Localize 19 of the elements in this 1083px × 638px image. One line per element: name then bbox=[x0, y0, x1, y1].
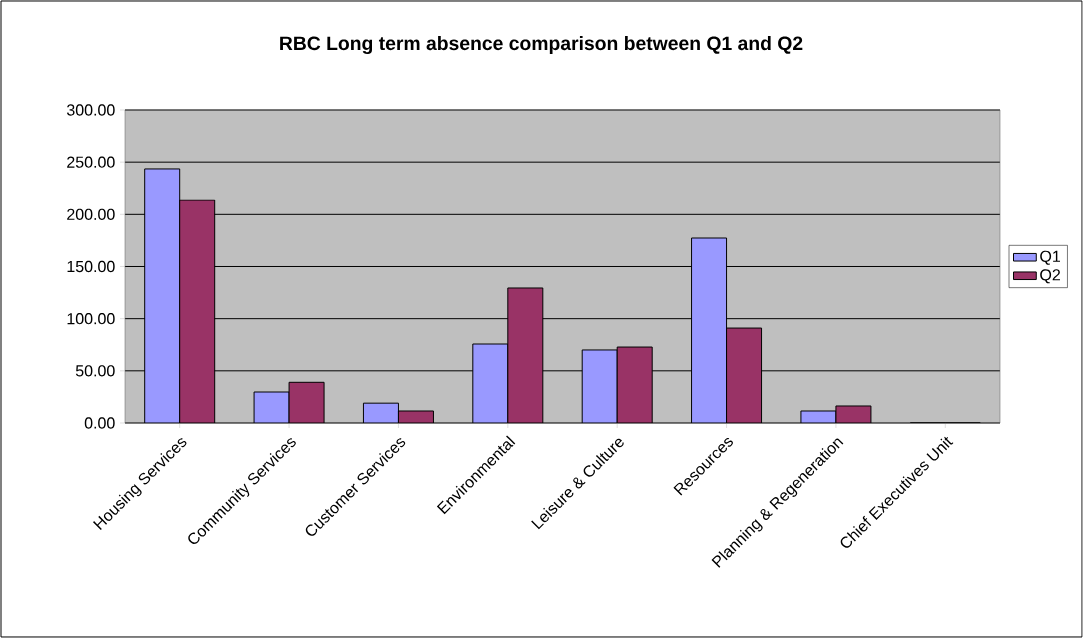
bar bbox=[507, 287, 544, 423]
bar bbox=[472, 343, 509, 423]
bar bbox=[581, 349, 618, 423]
bar bbox=[726, 327, 763, 423]
y-tick-label: 150.00 bbox=[67, 260, 115, 273]
bar bbox=[144, 168, 181, 423]
chart-title: RBC Long term absence comparison between Q1 and Q2 bbox=[280, 35, 803, 55]
y-tick-label: 300.00 bbox=[66, 104, 115, 116]
bar bbox=[616, 346, 653, 423]
legend-label: Q2 bbox=[1040, 269, 1060, 284]
y-tick-label: 50.00 bbox=[75, 365, 115, 377]
y-tick-label: 250.00 bbox=[67, 156, 115, 168]
y-tick-label: 200.00 bbox=[67, 208, 115, 220]
y-tick-label: 0.00 bbox=[84, 417, 115, 429]
bar bbox=[179, 199, 216, 423]
y-tick-label: 100.00 bbox=[67, 313, 115, 325]
bar bbox=[288, 381, 325, 423]
legend-label: Q1 bbox=[1040, 250, 1060, 265]
bar bbox=[691, 237, 728, 423]
